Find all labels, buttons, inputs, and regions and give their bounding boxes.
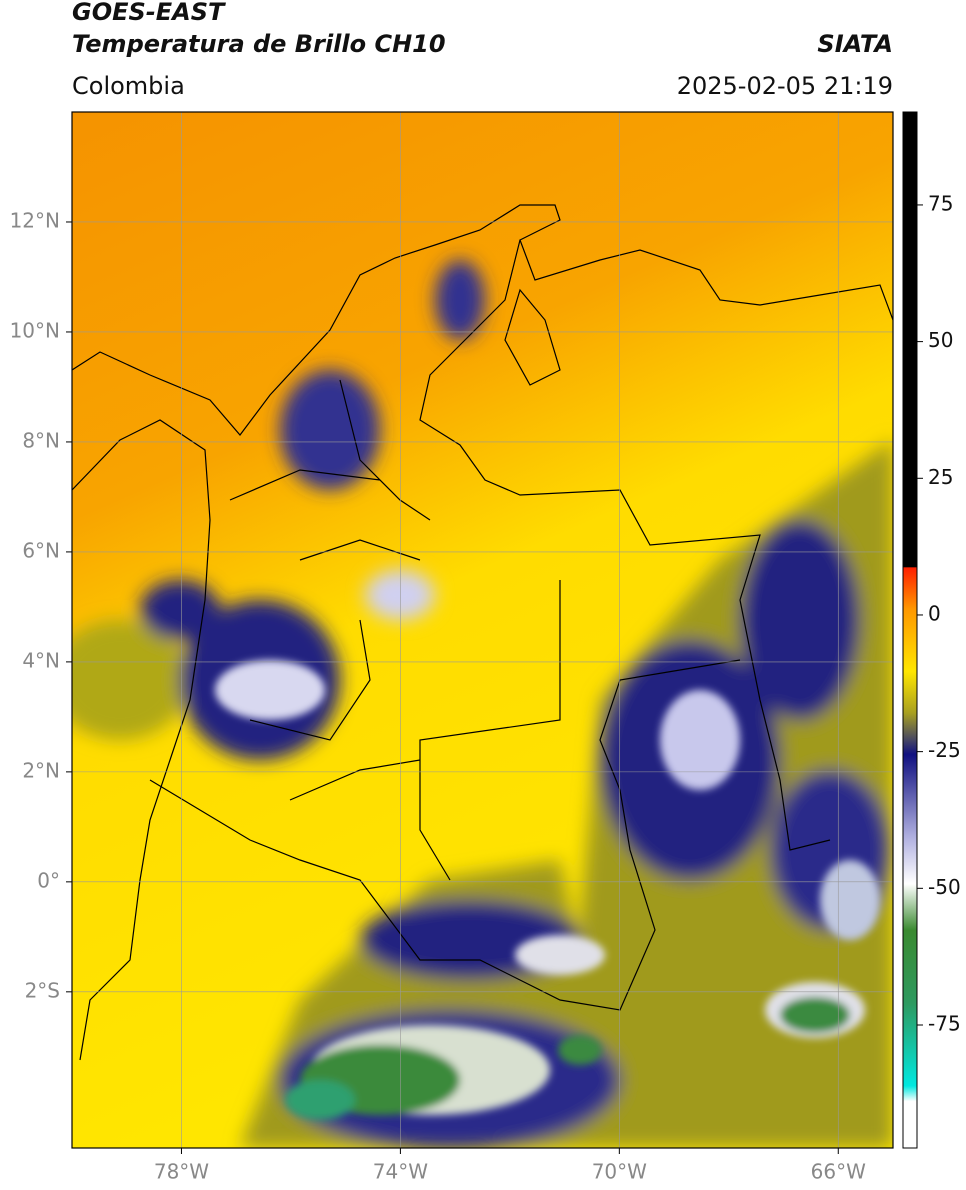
colorbar (902, 111, 918, 1149)
colorbar-label: 25 (928, 465, 953, 489)
subtitle: Temperatura de Brillo CH10 (72, 30, 446, 58)
x-tick-label: 78°W (154, 1160, 209, 1184)
y-tick-label: 8°N (22, 428, 60, 452)
y-tick-label: 6°N (22, 538, 60, 562)
y-tick-label: 12°N (10, 208, 60, 232)
y-tick-label: 4°N (22, 648, 60, 672)
imagery (72, 112, 893, 1148)
datetime: 2025-02-05 21:19 (677, 72, 893, 100)
y-tick-label: 2°N (22, 758, 60, 782)
y-tick-label: 0° (37, 868, 60, 892)
gridlines (72, 112, 893, 1148)
colorbar-label: -25 (928, 738, 961, 762)
borders (72, 204, 893, 1061)
map-frame (71, 111, 894, 1149)
colorbar-label: -50 (928, 875, 961, 899)
x-tick-label: 66°W (811, 1160, 866, 1184)
colorbar-label: 0 (928, 601, 941, 625)
title: GOES-EAST (72, 0, 226, 26)
y-tick-label: 2°S (25, 978, 60, 1002)
y-tick-label: 10°N (10, 318, 60, 342)
colorbar-label: 75 (928, 191, 953, 215)
x-tick-label: 70°W (592, 1160, 647, 1184)
colorbar-label: -75 (928, 1011, 961, 1035)
colorbar-label: 50 (928, 328, 953, 352)
region: Colombia (72, 72, 185, 100)
source: SIATA (817, 30, 893, 58)
x-tick-label: 74°W (373, 1160, 428, 1184)
